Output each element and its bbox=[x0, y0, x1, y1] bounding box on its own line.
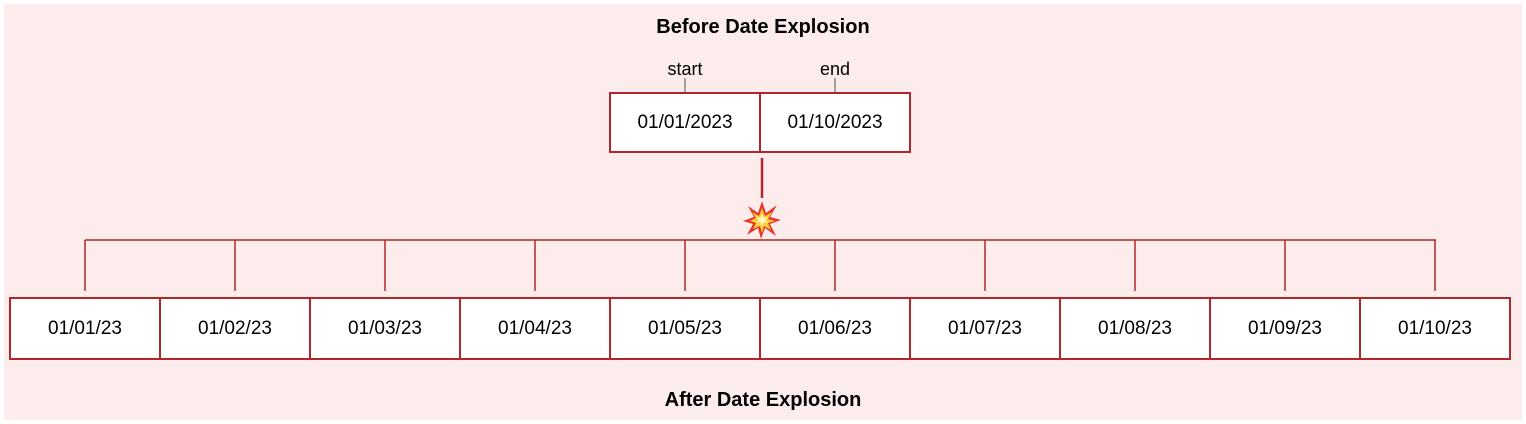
exploded-date-cell: 01/02/23 bbox=[159, 297, 311, 360]
exploded-date-cell: 01/07/23 bbox=[909, 297, 1061, 360]
exploded-date-cell: 01/09/23 bbox=[1209, 297, 1361, 360]
start-column-label: start bbox=[667, 59, 703, 79]
collision-burst-icon bbox=[742, 200, 782, 240]
exploded-date-cell: 01/01/23 bbox=[9, 297, 161, 360]
end-date-cell: 01/10/2023 bbox=[759, 92, 911, 153]
before-title: Before Date Explosion bbox=[656, 16, 870, 38]
exploded-date-cell: 01/06/23 bbox=[759, 297, 911, 360]
after-title: After Date Explosion bbox=[664, 389, 862, 411]
end-column-label: end bbox=[819, 59, 851, 79]
exploded-date-cell: 01/10/23 bbox=[1359, 297, 1511, 360]
exploded-date-cell: 01/04/23 bbox=[459, 297, 611, 360]
start-date-cell: 01/01/2023 bbox=[609, 92, 761, 153]
exploded-date-cell: 01/05/23 bbox=[609, 297, 761, 360]
exploded-date-cell: 01/08/23 bbox=[1059, 297, 1211, 360]
exploded-date-cell: 01/03/23 bbox=[309, 297, 461, 360]
branch-drops bbox=[84, 240, 1436, 291]
